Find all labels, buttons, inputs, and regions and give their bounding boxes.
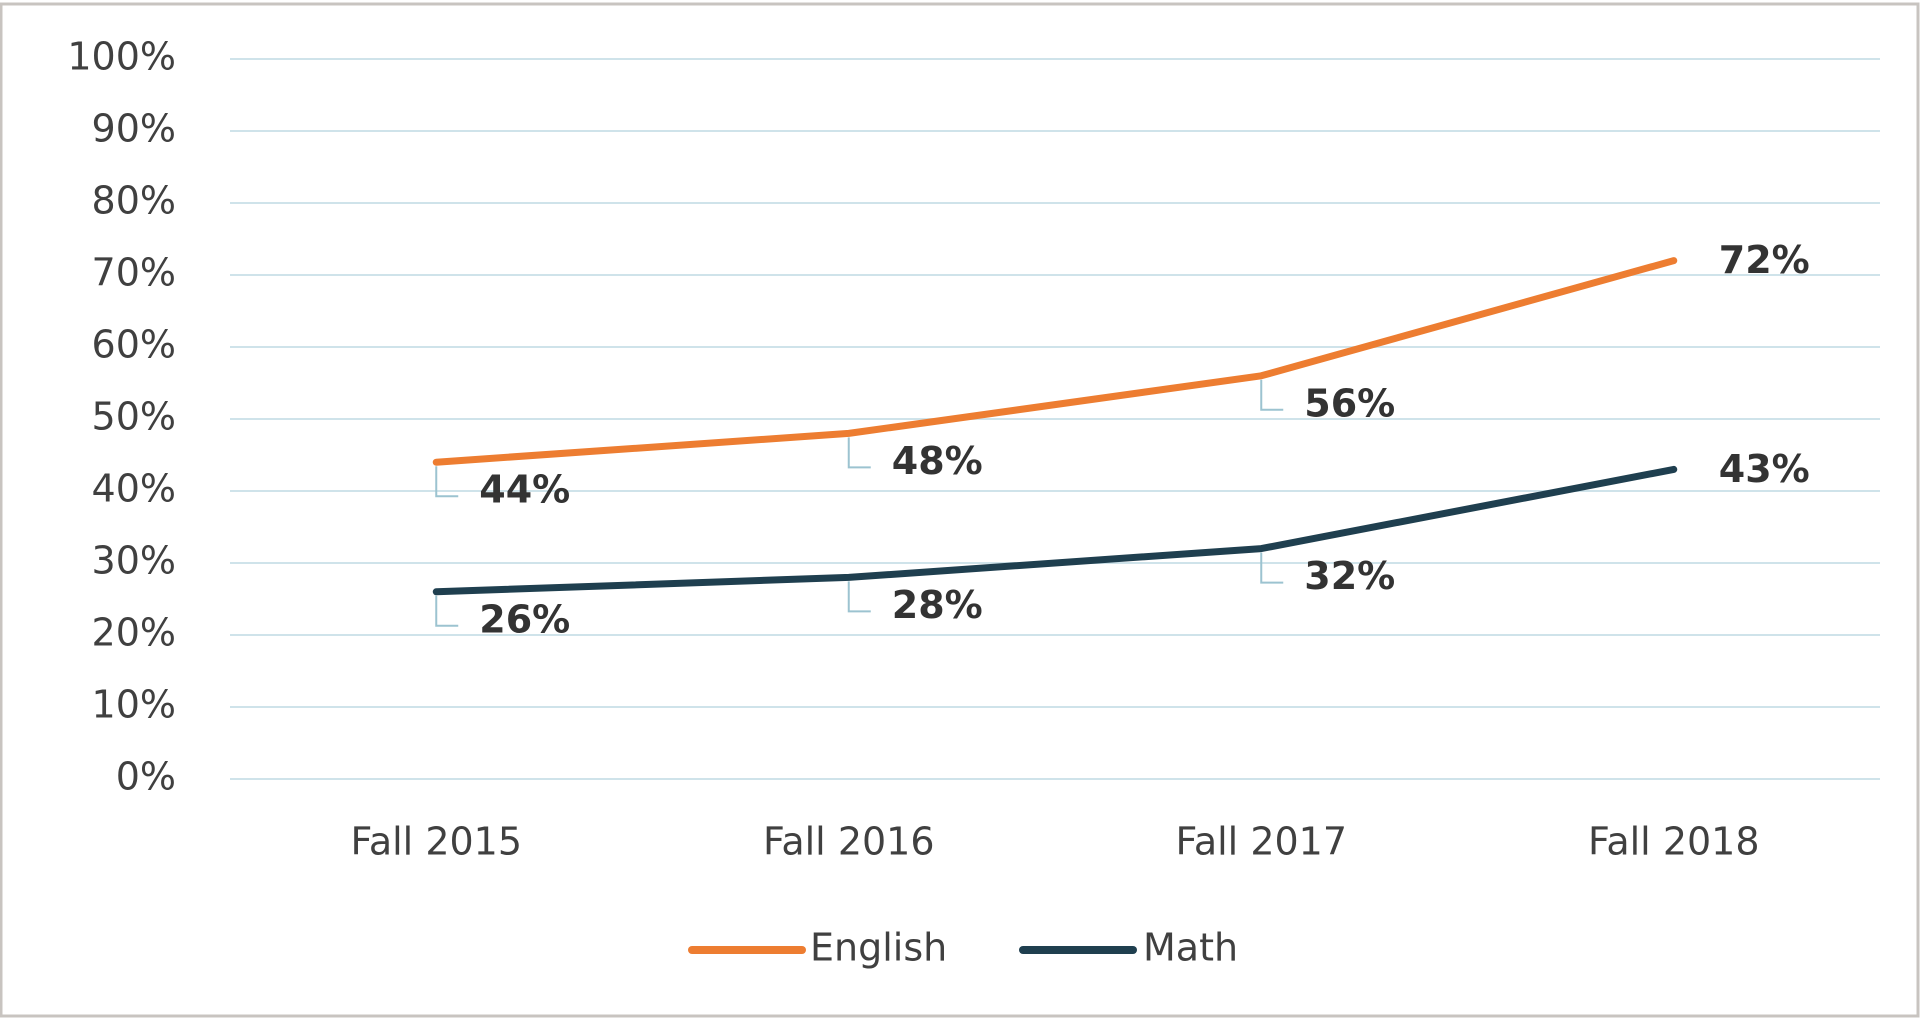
- data-label: 48%: [892, 439, 983, 483]
- y-tick-label: 40%: [92, 467, 176, 511]
- leader-line: [1260, 379, 1284, 411]
- line: [432, 257, 1678, 466]
- data-label: 32%: [1304, 554, 1395, 598]
- legend-label: English: [810, 926, 947, 970]
- x-tick-label: Fall 2015: [350, 820, 522, 864]
- leader-line: [847, 437, 871, 469]
- y-tick-label: 100%: [67, 35, 176, 79]
- x-tick-label: Fall 2016: [763, 820, 935, 864]
- x-tick-label: Fall 2017: [1175, 820, 1347, 864]
- x-tick-label: Fall 2018: [1588, 820, 1760, 864]
- y-tick-label: 10%: [92, 683, 176, 727]
- data-label: 44%: [479, 468, 570, 512]
- y-tick-label: 30%: [92, 539, 176, 583]
- line: [432, 465, 1678, 596]
- leader-line: [435, 466, 459, 498]
- data-label: 56%: [1304, 381, 1395, 425]
- y-tick-label: 70%: [92, 251, 176, 295]
- y-tick-label: 60%: [92, 323, 176, 367]
- data-label: 26%: [479, 597, 570, 641]
- data-label: 43%: [1719, 447, 1810, 491]
- y-tick-label: 20%: [92, 611, 176, 655]
- y-tick-label: 50%: [92, 395, 176, 439]
- leader-line: [1260, 552, 1284, 584]
- y-tick-label: 80%: [92, 179, 176, 223]
- y-tick-label: 0%: [116, 755, 176, 799]
- legend-label: Math: [1143, 926, 1238, 970]
- data-label: 28%: [892, 583, 983, 627]
- leader-line: [847, 581, 871, 613]
- y-tick-label: 90%: [92, 107, 176, 151]
- data-label: 72%: [1719, 238, 1810, 282]
- leader-line: [435, 595, 459, 627]
